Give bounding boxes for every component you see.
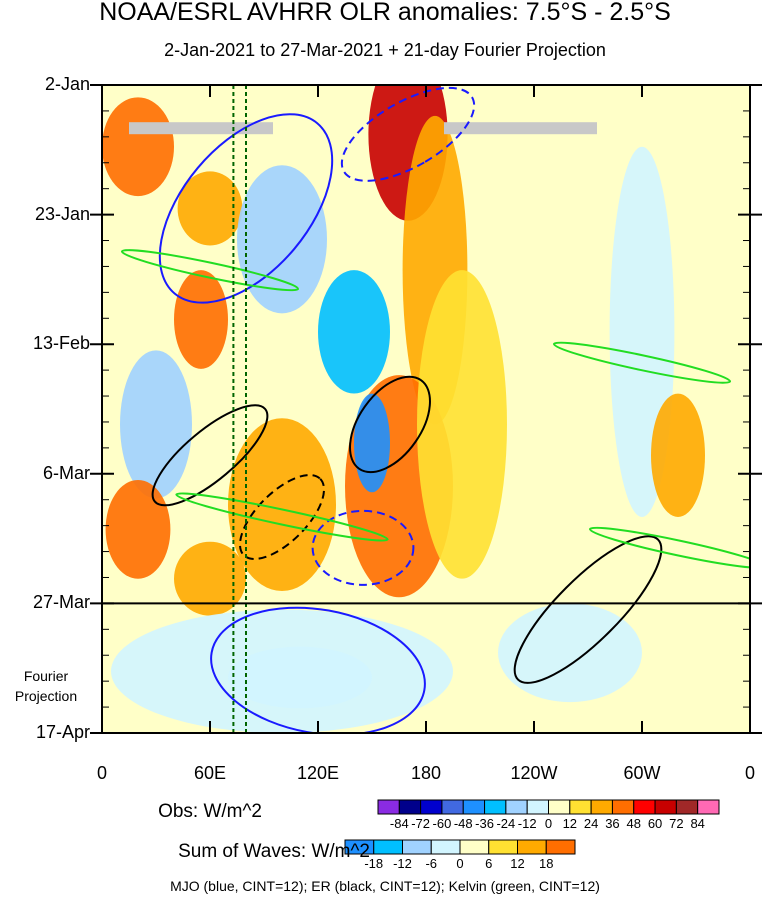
obs-colorbar-box — [548, 799, 571, 815]
waves-colorbar-label: 6 — [485, 856, 493, 871]
obs-colorbar-label: 84 — [690, 816, 705, 831]
waves-colorbar-label: 18 — [539, 856, 554, 871]
anomaly-region — [237, 165, 327, 314]
obs-colorbar-label: 0 — [544, 816, 553, 831]
projection-label-1: Fourier — [23, 668, 69, 684]
contour-er — [349, 375, 431, 474]
x-tick-label: 0 — [744, 763, 756, 783]
anomaly-region — [228, 646, 372, 709]
obs-colorbar-box — [484, 799, 507, 815]
obs-colorbar-box — [505, 799, 528, 815]
obs-colorbar-label: 72 — [669, 816, 684, 831]
wave-legend: MJO (blue, CINT=12); ER (black, CINT=12)… — [170, 878, 600, 894]
obs-colorbar-box — [590, 799, 613, 815]
obs-colorbar-box — [569, 799, 592, 815]
x-tick-label: 60E — [193, 763, 227, 783]
obs-colorbar-label: 12 — [562, 816, 578, 831]
waves-colorbar-box — [459, 839, 490, 855]
obs-colorbar-label: -12 — [517, 816, 537, 831]
anomaly-region — [354, 393, 390, 493]
contour-kelvin — [175, 492, 389, 542]
x-tick-label: 120W — [510, 763, 558, 783]
obs-colorbar-title: Obs: W/m^2 — [158, 801, 262, 822]
contour-kelvin — [120, 249, 300, 292]
anomaly-region — [498, 603, 642, 703]
obs-colorbar-label: 60 — [647, 816, 663, 831]
waves-colorbar-title: Sum of Waves: W/m^2 — [178, 841, 370, 862]
contour-mjo — [311, 509, 415, 586]
obs-colorbar-label: 36 — [605, 816, 620, 831]
contour-er — [151, 404, 269, 507]
x-tick-label: 0 — [96, 763, 108, 783]
obs-colorbar-label: -72 — [411, 816, 431, 831]
obs-colorbar-label: -84 — [389, 816, 409, 831]
anomaly-region — [177, 171, 243, 246]
contour-mjo — [340, 86, 476, 182]
waves-colorbar-box — [402, 839, 432, 855]
obs-colorbar-label: -48 — [453, 816, 473, 831]
obs-colorbar-box — [611, 799, 635, 815]
anomaly-region — [102, 97, 174, 197]
x-tick-label: 180 — [410, 763, 442, 783]
waves-colorbar-box — [430, 839, 461, 855]
obs-colorbar-label: 48 — [626, 816, 641, 831]
field-layer — [102, 85, 750, 733]
obs-colorbar-box — [462, 799, 486, 815]
waves-colorbar-label: -12 — [393, 856, 412, 871]
projection-label-2: Projection — [14, 688, 78, 704]
anomaly-region — [174, 541, 246, 616]
obs-colorbar-box — [654, 799, 677, 815]
obs-colorbar-label: 24 — [583, 816, 599, 831]
chart-subtitle: 2-Jan-2021 to 27-Mar-2021 + 21-day Fouri… — [164, 40, 606, 60]
obs-colorbar-box — [398, 799, 422, 815]
contour-kelvin — [552, 341, 732, 384]
obs-colorbar-box — [441, 799, 464, 815]
waves-colorbar-label: -6 — [425, 856, 438, 871]
missing-data-band — [444, 122, 597, 135]
contour-kelvin — [588, 526, 750, 569]
obs-colorbar-box — [697, 799, 720, 815]
anomaly-region — [318, 270, 390, 394]
obs-colorbar-box — [633, 799, 656, 815]
y-tick-label: 2-Jan — [44, 74, 90, 94]
anomaly-region — [417, 270, 507, 579]
contour-mjo — [158, 113, 334, 304]
anomaly-region — [105, 479, 171, 579]
obs-colorbar-box — [377, 799, 400, 815]
obs-colorbar-box — [420, 799, 443, 815]
anomaly-region — [228, 418, 336, 592]
obs-colorbar-label: -36 — [475, 816, 494, 831]
contour-er — [239, 474, 325, 560]
obs-colorbar-label: -24 — [496, 816, 516, 831]
anomaly-region — [714, 609, 750, 733]
contour-er — [513, 535, 663, 684]
obs-colorbar-box — [526, 799, 549, 815]
waves-colorbar-box — [373, 839, 403, 855]
y-tick-label: 27-Mar — [32, 592, 90, 613]
y-tick-label: 6-Mar — [42, 462, 90, 483]
waves-colorbar-box — [488, 839, 518, 855]
anomaly-region — [120, 350, 192, 499]
y-tick-label: 23-Jan — [34, 203, 90, 224]
obs-colorbar-box — [675, 799, 699, 815]
waves-colorbar-box — [517, 839, 547, 855]
obs-colorbar-label: -60 — [432, 816, 452, 831]
anomaly-region — [651, 393, 705, 517]
waves-colorbar-box — [545, 839, 576, 855]
waves-colorbar-label: 12 — [510, 856, 525, 871]
x-tick-label: 120E — [296, 763, 340, 783]
chart-title: NOAA/ESRL AVHRR OLR anomalies: 7.5°S - 2… — [99, 0, 671, 26]
anomaly-region — [174, 270, 228, 369]
waves-colorbar-label: -18 — [364, 856, 384, 871]
y-tick-label: 13-Feb — [32, 333, 90, 354]
waves-colorbar-label: 0 — [456, 856, 464, 871]
x-tick-label: 60W — [623, 763, 661, 783]
missing-data-band — [129, 122, 273, 135]
y-tick-label: 17-Apr — [35, 722, 90, 742]
